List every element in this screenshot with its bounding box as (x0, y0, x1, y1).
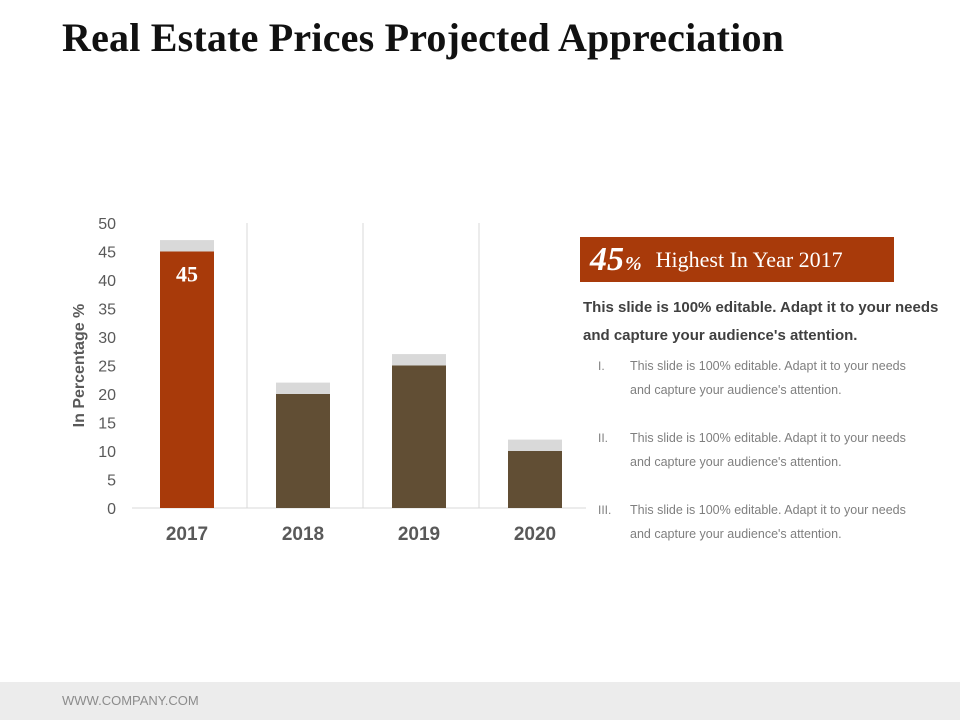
bar (392, 365, 446, 508)
x-tick-label: 2019 (398, 524, 440, 545)
bar (276, 394, 330, 508)
y-tick-label: 15 (98, 416, 116, 433)
callout-label: Highest In Year 2017 (655, 246, 843, 272)
point-item: III. This slide is 100% editable. Adapt … (598, 498, 938, 570)
point-text: This slide is 100% editable. Adapt it to… (630, 359, 906, 397)
y-tick-label: 0 (107, 501, 116, 518)
callout-value: 45 (590, 240, 624, 278)
point-item: I. This slide is 100% editable. Adapt it… (598, 354, 938, 426)
y-tick-label: 20 (98, 387, 116, 404)
x-tick-label: 2017 (166, 524, 208, 545)
y-tick-label: 5 (107, 473, 116, 490)
footer-bar: WWW.COMPANY.COM (0, 682, 960, 720)
x-tick-label: 2020 (514, 524, 556, 545)
data-label: 45 (176, 262, 198, 287)
point-number: III. (598, 503, 612, 517)
y-tick-label: 40 (98, 273, 116, 290)
y-tick-label: 45 (98, 245, 116, 262)
bar (508, 451, 562, 508)
y-axis-label: In Percentage % (71, 304, 88, 428)
bar (160, 251, 214, 508)
y-tick-label: 10 (98, 444, 116, 461)
point-number: II. (598, 431, 609, 445)
point-number: I. (598, 359, 605, 373)
point-text: This slide is 100% editable. Adapt it to… (630, 431, 906, 469)
y-tick-label: 25 (98, 359, 116, 376)
point-text: This slide is 100% editable. Adapt it to… (630, 503, 906, 541)
highlight-callout: 45 % Highest In Year 2017 (580, 237, 894, 282)
y-tick-label: 50 (98, 216, 116, 233)
page-title: Real Estate Prices Projected Appreciatio… (62, 15, 785, 60)
lead-text: This slide is 100% editable. Adapt it to… (583, 299, 939, 344)
y-tick-label: 35 (98, 302, 116, 319)
x-tick-label: 2018 (282, 524, 324, 545)
callout-unit: % (625, 253, 642, 275)
footer-url: WWW.COMPANY.COM (62, 693, 199, 708)
point-list: I. This slide is 100% editable. Adapt it… (598, 354, 938, 570)
point-item: II. This slide is 100% editable. Adapt i… (598, 426, 938, 498)
y-tick-label: 30 (98, 330, 116, 347)
